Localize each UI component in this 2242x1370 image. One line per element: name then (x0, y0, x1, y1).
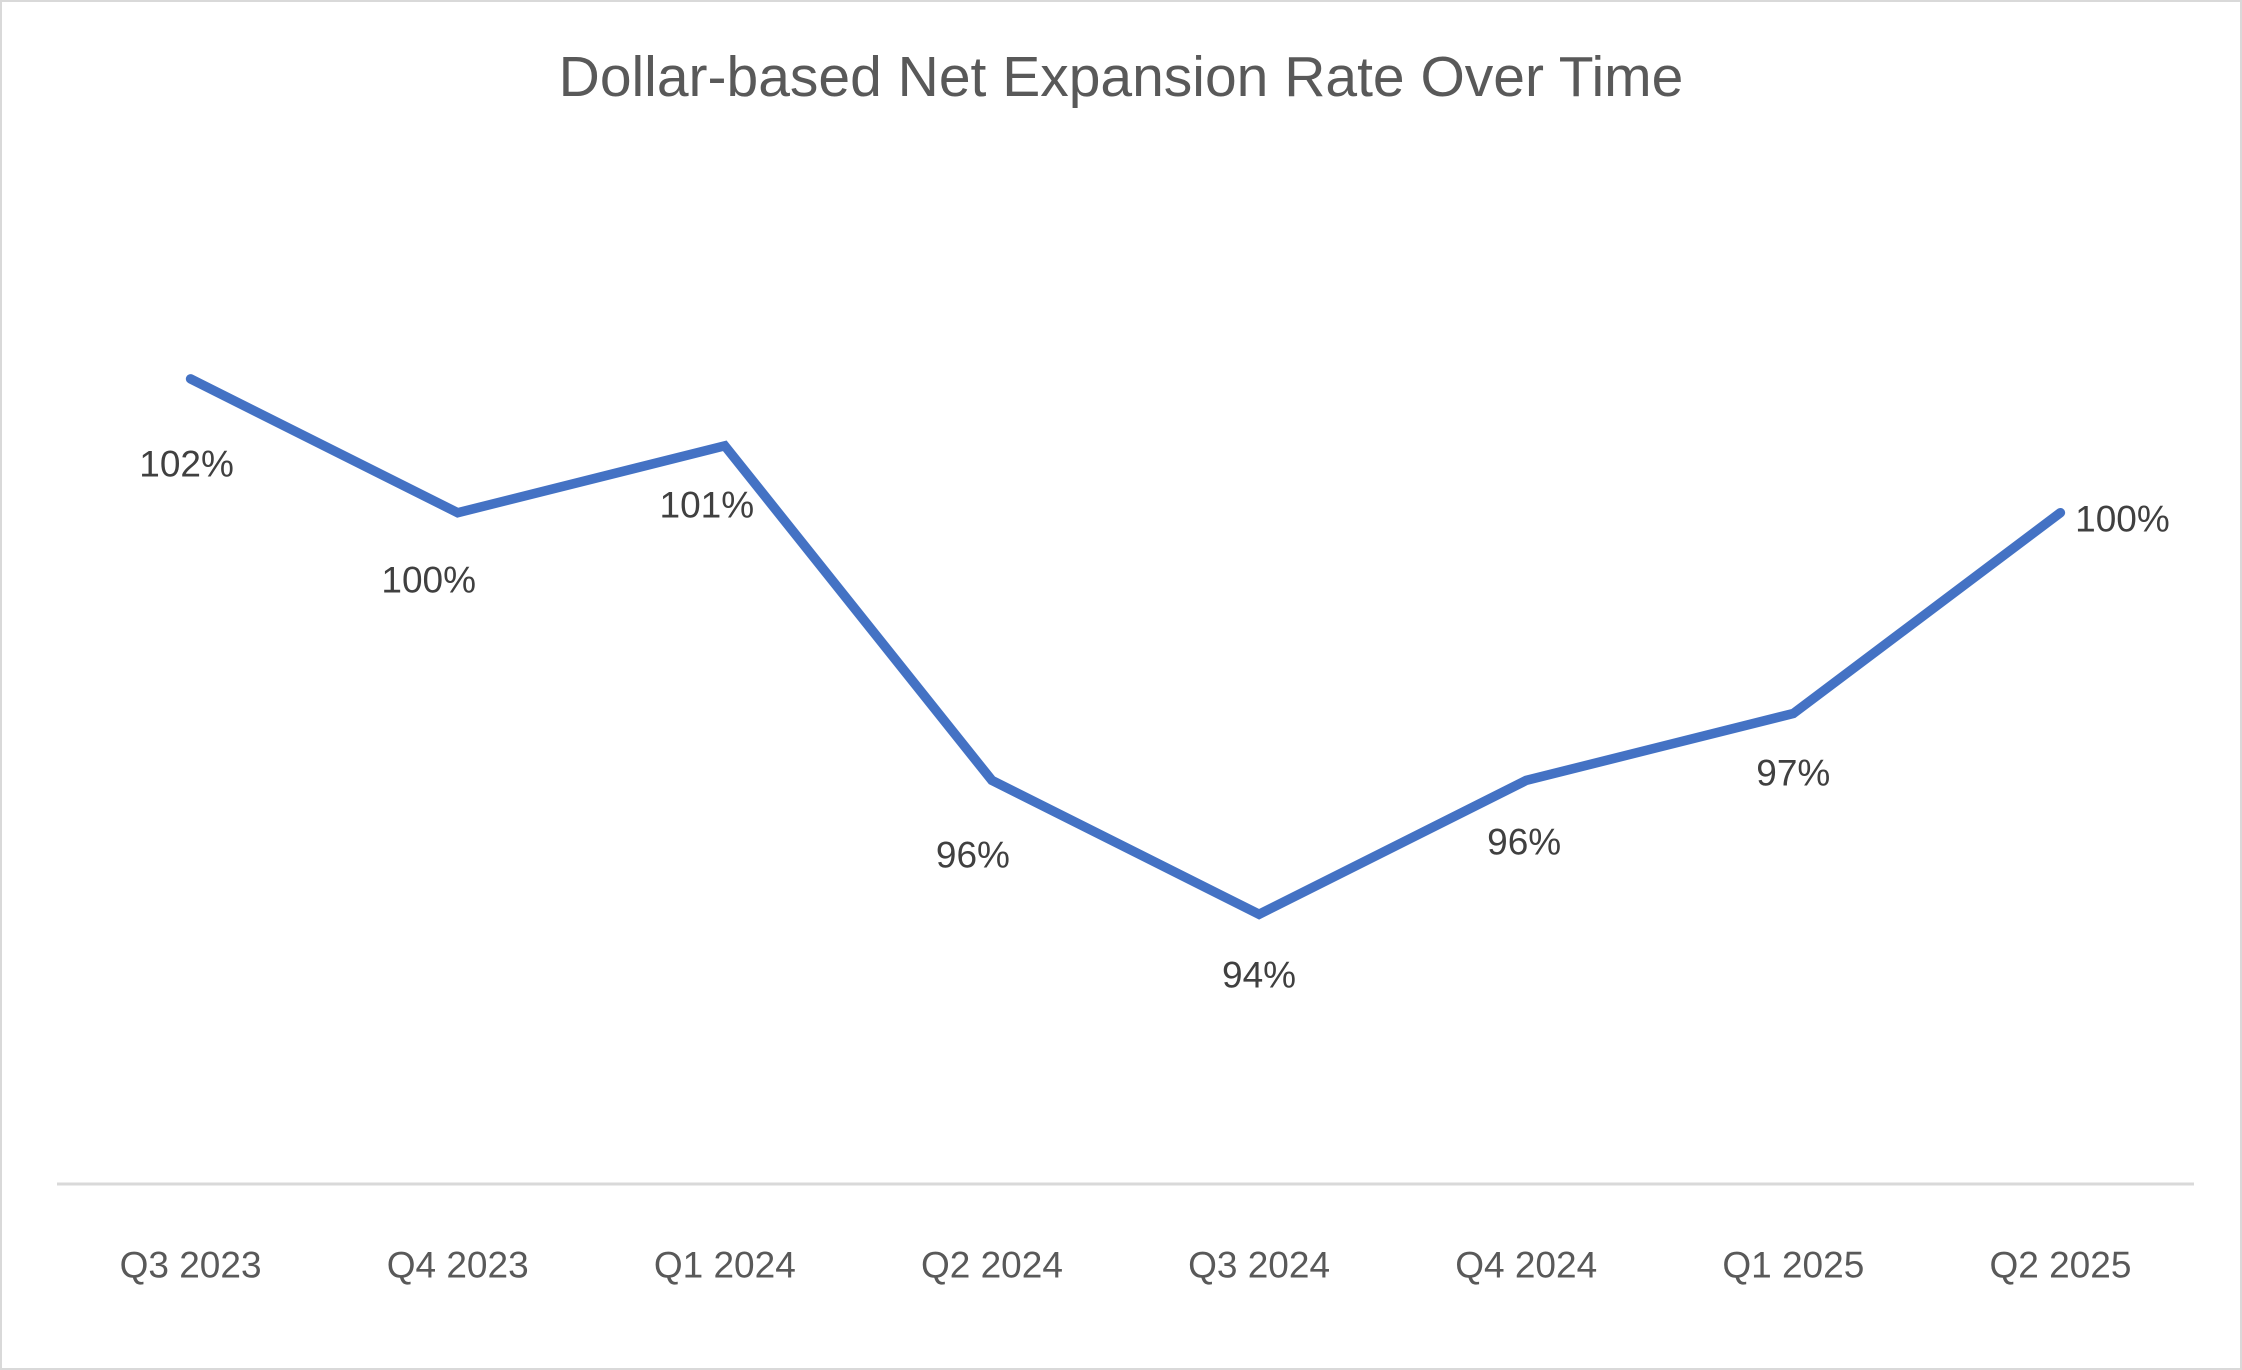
data-label: 97% (1756, 752, 1831, 793)
data-label: 100% (381, 559, 477, 601)
chart-title: Dollar-based Net Expansion Rate Over Tim… (558, 45, 1684, 109)
x-axis-label: Q4 2023 (386, 1244, 529, 1286)
x-axis-label: Q4 2024 (1455, 1244, 1598, 1286)
x-axis-label: Q2 2024 (920, 1244, 1063, 1286)
x-axis-label: Q3 2023 (119, 1244, 262, 1286)
x-axis-label: Q3 2024 (1188, 1244, 1331, 1286)
series-line (185, 374, 2066, 920)
data-label: 101% (659, 484, 755, 526)
x-axis-label: Q1 2024 (653, 1244, 796, 1286)
x-axis-label: Q2 2025 (1989, 1244, 2132, 1286)
data-label: 100% (2075, 498, 2170, 540)
x-axis-label: Q1 2025 (1722, 1244, 1865, 1286)
data-label: 96% (935, 834, 1010, 876)
data-label: 96% (1487, 821, 1562, 863)
data-label: 102% (139, 443, 234, 485)
data-label: 94% (1222, 954, 1297, 996)
